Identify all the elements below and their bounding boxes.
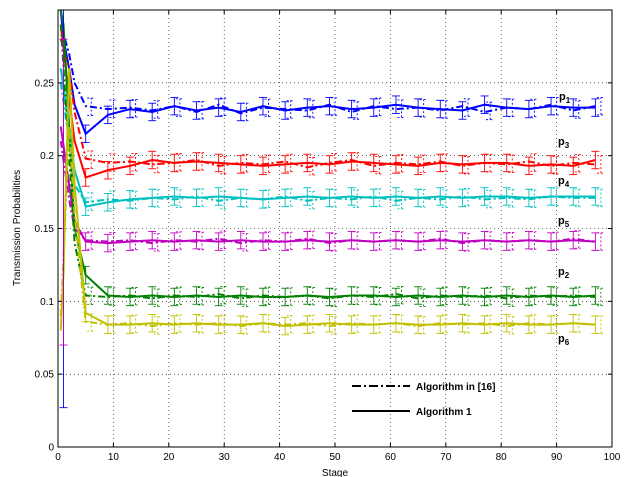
series-label-main: p [559,91,566,103]
x-tick-label: 30 [219,452,231,463]
series-label-subscript: 3 [565,141,570,150]
x-tick-label: 0 [55,452,61,463]
x-tick-label: 60 [385,452,397,463]
series-label-p2: p2 [558,266,570,280]
series-label-subscript: 4 [565,180,570,189]
line-p5-algorithm-1 [59,126,596,245]
series-label-main: p [558,266,565,278]
y-tick-label: 0.25 [35,78,55,89]
x-tick-label: 90 [551,452,563,463]
x-tick-label: 20 [163,452,175,463]
x-axis-title: Stage [322,468,349,477]
series-label-p4: p4 [558,175,570,189]
line-p1-algorithm-16 [59,24,596,115]
line-p3-algorithm-1 [59,24,596,179]
y-tick-label: 0.05 [35,370,55,381]
series-label-main: p [558,175,565,187]
line-p4-algorithm-16 [59,82,596,204]
y-tick-label: 0 [48,443,54,454]
series-p1 [59,9,605,144]
series-label-subscript: 6 [565,338,570,347]
series-p3 [59,24,605,187]
series-label-main: p [558,333,565,345]
x-tick-label: 70 [440,452,452,463]
line-p6-algorithm-1 [59,68,596,331]
series-p5 [59,126,605,253]
x-tick-label: 50 [329,452,341,463]
series-label-subscript: 5 [565,220,570,229]
axis-ticks: 0 10 20 30 40 50 60 70 80 90 100 0 0.05 0.1 0.15 0.2 0.2… [35,10,621,463]
series-label-p6: p6 [558,333,570,347]
series-label-p1: p1 [559,91,571,105]
plot-area: 0 10 20 30 40 50 60 70 80 90 100 0 0.05 0.1 0.15 0.2 0.2… [35,9,621,463]
x-tick-label: 10 [108,452,120,463]
series-p6 [59,68,605,336]
y-axis-title: Transmission Probabilities [12,170,23,286]
series-p4 [59,68,605,216]
line-p2-algorithm-1 [59,9,596,299]
series-group [59,9,605,409]
series-p2 [59,9,605,307]
line-p1-algorithm-1 [59,9,596,136]
legend-label-algorithm-16: Algorithm in [16] [416,382,495,393]
y-tick-label: 0.15 [35,224,55,235]
legend: Algorithm in [16] Algorithm 1 [352,382,495,418]
x-tick-label: 40 [274,452,286,463]
series-label-subscript: 2 [565,271,570,280]
x-tick-label: 100 [604,452,621,463]
y-tick-label: 0.1 [40,297,54,308]
legend-label-algorithm-1: Algorithm 1 [416,407,472,418]
series-label-main: p [558,215,565,227]
x-tick-label: 80 [496,452,508,463]
line-p4-algorithm-1 [59,68,596,208]
series-label-subscript: 1 [566,96,571,105]
series-label-p5: p5 [558,215,570,229]
series-label-p3: p3 [558,136,570,150]
y-tick-label: 0.2 [40,151,54,162]
series-label-main: p [558,136,565,148]
